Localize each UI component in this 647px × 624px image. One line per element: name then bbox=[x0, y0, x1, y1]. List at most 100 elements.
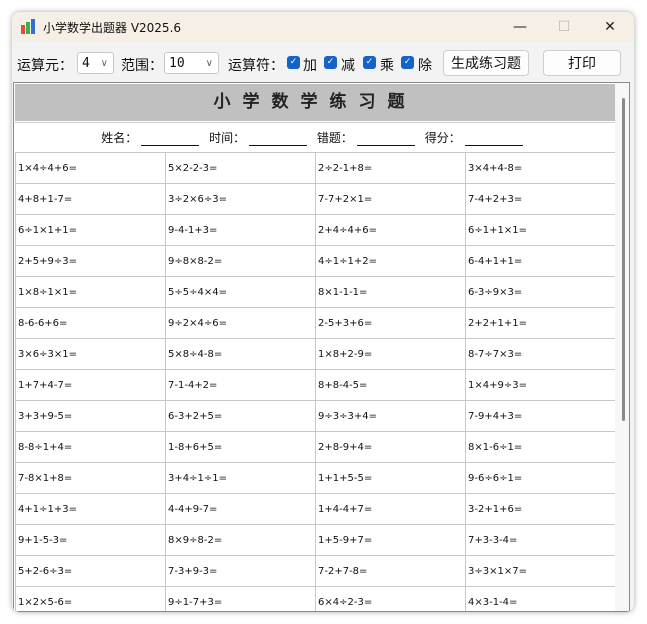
problem-cell: 3+3+9-5= bbox=[15, 400, 166, 432]
table-row: 5+2-6÷3= 7-3+9-3= 7-2+7-8= 3÷3×1×7= bbox=[15, 555, 616, 587]
problem-cell: 6×4÷2-3= bbox=[315, 586, 466, 611]
divide-checkbox[interactable]: ✓ bbox=[401, 56, 414, 69]
problems-table: 1×4÷4+6= 5×2-2-3= 2÷2-1+8= 3×4+4-8= 4+8+1-7=… bbox=[15, 152, 616, 611]
problem-cell: 2+4÷4+6= bbox=[315, 214, 466, 246]
scrollbar-thumb[interactable] bbox=[622, 98, 625, 421]
toolbar: 运算元： 4 ∨ 范围： 10 ∨ 运算符： ✓ 加 ✓ 减 ✓ 乘 ✓ 除 生成练… bbox=[12, 48, 634, 80]
problem-cell: 8-6-6+6= bbox=[15, 307, 166, 339]
vertical-scrollbar[interactable] bbox=[615, 83, 629, 611]
table-row: 6÷1×1+1= 9-4-1+3= 2+4÷4+6= 6÷1+1×1= bbox=[15, 214, 616, 246]
problem-cell: 7-9+4+3= bbox=[465, 400, 616, 432]
problem-cell: 5×2-2-3= bbox=[165, 152, 316, 184]
app-logo-icon bbox=[21, 19, 35, 34]
errors-label: 错题： bbox=[316, 131, 353, 145]
problem-cell: 6-3÷9×3= bbox=[465, 276, 616, 308]
problem-cell: 4÷1÷1+2= bbox=[315, 245, 466, 277]
window-title: 小学数学出题器 V2025.6 bbox=[43, 21, 182, 35]
problem-cell: 9-4-1+3= bbox=[165, 214, 316, 246]
problem-cell: 8×9÷8-2= bbox=[165, 524, 316, 556]
table-row: 8-6-6+6= 9÷2×4÷6= 2-5+3+6= 2+2+1+1= bbox=[15, 307, 616, 339]
problem-cell: 8×1-1-1= bbox=[315, 276, 466, 308]
divide-label: 除 bbox=[418, 58, 432, 74]
time-blank bbox=[249, 131, 308, 146]
problem-cell: 9÷1-7+3= bbox=[165, 586, 316, 611]
problem-cell: 7-8×1+8= bbox=[15, 462, 166, 494]
problem-cell: 3+4÷1÷1= bbox=[165, 462, 316, 494]
title-bar: 小学数学出题器 V2025.6 — ☐ ✕ bbox=[12, 12, 634, 42]
problem-cell: 4+8+1-7= bbox=[15, 183, 166, 215]
app-window: 小学数学出题器 V2025.6 — ☐ ✕ 运算元： 4 ∨ 范围： 10 ∨ 运算… bbox=[12, 12, 634, 612]
problem-cell: 4×3-1-4= bbox=[465, 586, 616, 611]
problem-cell: 7-1-4+2= bbox=[165, 369, 316, 401]
problem-cell: 5÷5÷4×4= bbox=[165, 276, 316, 308]
problem-cell: 4-4+9-7= bbox=[165, 493, 316, 525]
problem-cell: 2÷2-1+8= bbox=[315, 152, 466, 184]
problem-cell: 1×4÷4+6= bbox=[15, 152, 166, 184]
table-row: 7-8×1+8= 3+4÷1÷1= 1+1+5-5= 9-6÷6÷1= bbox=[15, 462, 616, 494]
problem-cell: 1-8+6+5= bbox=[165, 431, 316, 463]
problem-cell: 1+5-9+7= bbox=[315, 524, 466, 556]
subtract-label: 减 bbox=[341, 58, 355, 74]
table-row: 9+1-5-3= 8×9÷8-2= 1+5-9+7= 7+3-3-4= bbox=[15, 524, 616, 556]
problem-cell: 1+1+5-5= bbox=[315, 462, 466, 494]
multiply-checkbox[interactable]: ✓ bbox=[363, 56, 376, 69]
chevron-down-icon: ∨ bbox=[100, 58, 108, 69]
problem-cell: 3×4+4-8= bbox=[465, 152, 616, 184]
score-label: 得分： bbox=[424, 131, 461, 145]
problem-cell: 9÷3÷3+4= bbox=[315, 400, 466, 432]
operands-label: 运算元： bbox=[17, 58, 73, 74]
table-row: 4+8+1-7= 3÷2×6÷3= 7-7+2×1= 7-4+2+3= bbox=[15, 183, 616, 215]
range-label: 范围： bbox=[121, 58, 163, 74]
table-row: 2+5+9÷3= 9÷8×8-2= 4÷1÷1+2= 6-4+1+1= bbox=[15, 245, 616, 277]
problem-cell: 8+8-4-5= bbox=[315, 369, 466, 401]
range-select[interactable]: 10 ∨ bbox=[164, 52, 219, 74]
problem-cell: 7-2+7-8= bbox=[315, 555, 466, 587]
maximize-button[interactable]: ☐ bbox=[557, 19, 571, 35]
problem-cell: 9+1-5-3= bbox=[15, 524, 166, 556]
problem-cell: 6÷1+1×1= bbox=[465, 214, 616, 246]
table-row: 8-8÷1+4= 1-8+6+5= 2+8-9+4= 8×1-6÷1= bbox=[15, 431, 616, 463]
problem-cell: 9÷8×8-2= bbox=[165, 245, 316, 277]
time-label: 时间： bbox=[209, 131, 246, 145]
minimize-button[interactable]: — bbox=[513, 19, 527, 35]
problem-cell: 7-7+2×1= bbox=[315, 183, 466, 215]
name-label: 姓名： bbox=[101, 131, 138, 145]
table-row: 3+3+9-5= 6-3+2+5= 9÷3÷3+4= 7-9+4+3= bbox=[15, 400, 616, 432]
table-row: 1×4÷4+6= 5×2-2-3= 2÷2-1+8= 3×4+4-8= bbox=[15, 152, 616, 184]
problem-cell: 9÷2×4÷6= bbox=[165, 307, 316, 339]
problem-cell: 6÷1×1+1= bbox=[15, 214, 166, 246]
add-checkbox[interactable]: ✓ bbox=[287, 56, 300, 69]
generate-button[interactable]: 生成练习题 bbox=[443, 50, 529, 76]
subtract-checkbox[interactable]: ✓ bbox=[324, 56, 337, 69]
problem-cell: 1×2×5-6= bbox=[15, 586, 166, 611]
operators-label: 运算符： bbox=[228, 58, 284, 74]
problem-cell: 6-4+1+1= bbox=[465, 245, 616, 277]
problem-cell: 1+4-4+7= bbox=[315, 493, 466, 525]
table-row: 1×8÷1×1= 5÷5÷4×4= 8×1-1-1= 6-3÷9×3= bbox=[15, 276, 616, 308]
table-row: 4+1÷1+3= 4-4+9-7= 1+4-4+7= 3-2+1+6= bbox=[15, 493, 616, 525]
problem-cell: 1×8+2-9= bbox=[315, 338, 466, 370]
problem-cell: 2+8-9+4= bbox=[315, 431, 466, 463]
range-value: 10 bbox=[169, 56, 185, 71]
student-info-row: 姓名： 时间： 错题： 得分： bbox=[15, 122, 615, 153]
problem-cell: 3×6÷3×1= bbox=[15, 338, 166, 370]
problem-cell: 8×1-6÷1= bbox=[465, 431, 616, 463]
problem-cell: 4+1÷1+3= bbox=[15, 493, 166, 525]
close-button[interactable]: ✕ bbox=[604, 19, 616, 35]
operands-select[interactable]: 4 ∨ bbox=[77, 52, 114, 74]
problem-cell: 1+7+4-7= bbox=[15, 369, 166, 401]
add-label: 加 bbox=[303, 58, 317, 74]
problem-cell: 9-6÷6÷1= bbox=[465, 462, 616, 494]
problem-cell: 8-7÷7×3= bbox=[465, 338, 616, 370]
table-row: 3×6÷3×1= 5×8÷4-8= 1×8+2-9= 8-7÷7×3= bbox=[15, 338, 616, 370]
problem-cell: 1×4+9÷3= bbox=[465, 369, 616, 401]
operands-value: 4 bbox=[82, 56, 90, 71]
problem-cell: 2+5+9÷3= bbox=[15, 245, 166, 277]
problem-cell: 7-4+2+3= bbox=[465, 183, 616, 215]
problem-cell: 5+2-6÷3= bbox=[15, 555, 166, 587]
problem-cell: 7-3+9-3= bbox=[165, 555, 316, 587]
problem-cell: 2-5+3+6= bbox=[315, 307, 466, 339]
problem-cell: 3-2+1+6= bbox=[465, 493, 616, 525]
print-button[interactable]: 打印 bbox=[543, 50, 621, 76]
errors-blank bbox=[356, 131, 415, 146]
